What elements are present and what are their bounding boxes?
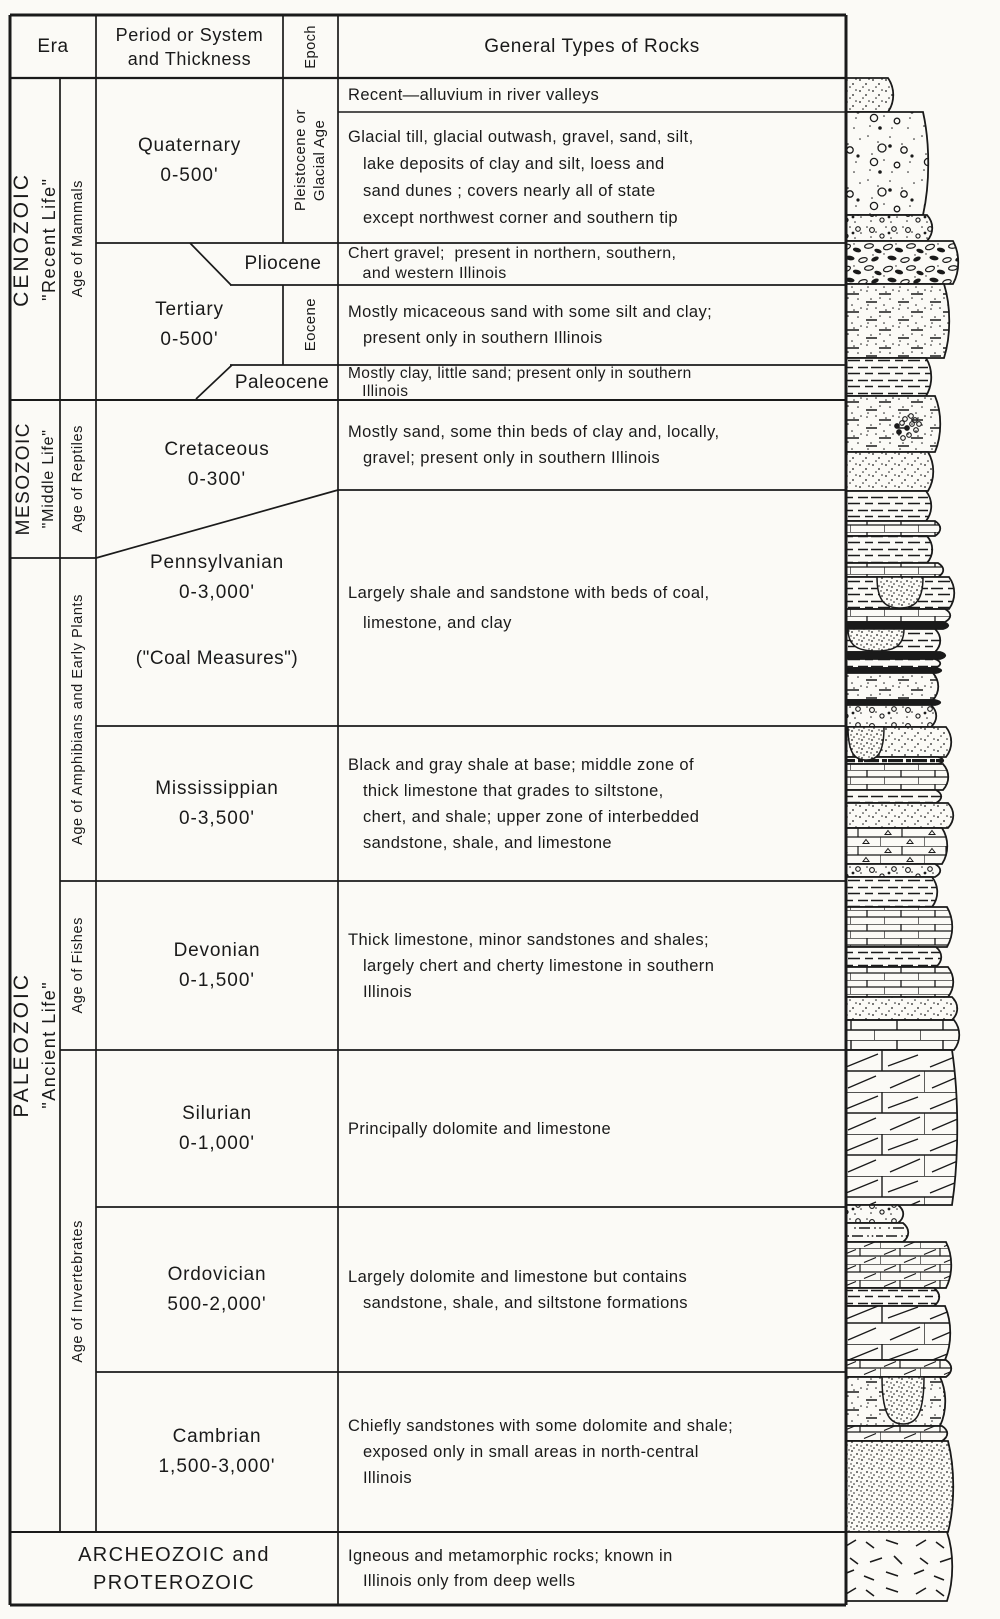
column-header-era: Era	[37, 35, 69, 57]
litho-sandstone-channel	[847, 726, 885, 761]
grid-line-diagonal	[195, 364, 233, 400]
litho-band-limestone	[845, 966, 955, 998]
period-cambrian: Cambrian 1,500-3,000'	[158, 1426, 276, 1477]
rocks-recent: Recent—alluvium in river valleys	[348, 86, 600, 104]
period-pennsylvanian: Pennsylvanian 0-3,000' ("Coal Measures")	[135, 551, 299, 669]
litho-band-shale	[845, 789, 943, 804]
rocks-cretaceous: Mostly sand, some thin beds of clay and,…	[348, 423, 720, 467]
litho-band-cambrian-sandstone	[845, 1440, 955, 1533]
epoch-paleocene: Paleocene	[234, 371, 330, 393]
column-header-epoch: Epoch	[302, 24, 319, 69]
litho-band-dolomite-thin	[845, 1425, 949, 1442]
litho-band-chert-gravel	[845, 240, 960, 285]
lithologic-column	[845, 77, 961, 1602]
period-silurian: Silurian 0-1,000'	[178, 1102, 256, 1154]
rocks-paleocene: Mostly clay, little sand; present only i…	[348, 365, 692, 400]
litho-band-micaceous-sand	[845, 283, 951, 359]
litho-band-sandy-chert-zone	[845, 863, 942, 878]
litho-band-cherty-limestone	[845, 827, 949, 865]
litho-band-sandstone	[845, 996, 959, 1021]
litho-band-siltstone	[845, 1222, 910, 1243]
grid-line-diagonal	[95, 489, 339, 559]
litho-band-silurian-dolomite	[845, 1049, 959, 1206]
column-header-period: Period or System and Thickness	[115, 24, 264, 69]
litho-sandstone-channel	[847, 628, 905, 652]
litho-band-coal	[845, 651, 947, 660]
litho-band-limestone	[845, 562, 945, 578]
period-ordovician: Ordovician 500-2,000'	[167, 1263, 267, 1315]
table-grid-lines	[8, 13, 848, 1607]
litho-band-thick-limestone	[845, 1019, 961, 1051]
litho-band-shale	[845, 1287, 941, 1307]
age-of-invertebrates: Age of Invertebrates	[70, 1219, 86, 1363]
litho-band-glacial-till	[845, 111, 930, 216]
rocks-devonian: Thick limestone, minor sandstones and sh…	[348, 930, 715, 1001]
litho-band-limestone	[845, 906, 954, 948]
epoch-pliocene: Pliocene	[244, 253, 322, 274]
litho-band-sandstone-shale	[845, 672, 940, 701]
litho-band-coal	[845, 699, 942, 706]
rocks-basement: Igneous and metamorphic rocks; known in …	[348, 1546, 673, 1590]
litho-band-dolomite-thin	[845, 1359, 953, 1378]
litho-band-sandstone	[845, 802, 955, 829]
litho-band-clay	[845, 357, 933, 397]
litho-band-gray-shale	[845, 876, 939, 908]
rocks-ordovician: Largely dolomite and limestone but conta…	[348, 1267, 688, 1312]
rocks-pennsylvanian: Largely shale and sandstone with beds of…	[348, 584, 710, 632]
era-paleozoic: PALEOZOIC "Ancient Life"	[10, 972, 59, 1118]
grid-line-diagonal	[189, 242, 232, 286]
age-of-reptiles: Age of Reptiles	[70, 425, 86, 533]
rocks-glacial: Glacial till, glacial outwash, gravel, s…	[348, 127, 694, 227]
litho-band-limestone	[845, 520, 942, 537]
litho-sandstone-channel	[876, 576, 924, 609]
era-mesozoic: MESOZOIC "Middle Life"	[12, 422, 57, 536]
era-cenozoic: CENOZOIC "Recent Life"	[10, 171, 59, 307]
period-tertiary: Tertiary 0-500'	[155, 299, 224, 350]
litho-band-cretaceous-sand	[845, 451, 935, 492]
litho-band-igneous-metamorphic-basement	[845, 1531, 954, 1602]
period-devonian: Devonian 0-1,500'	[173, 939, 261, 991]
rocks-pliocene: Chert gravel; present in northern, south…	[348, 245, 677, 282]
epoch-pleistocene: Pleistocene or Glacial Age	[291, 109, 328, 212]
litho-pebble-cluster	[894, 413, 922, 441]
litho-band-cretaceous-sand-gravel	[845, 395, 942, 453]
litho-band-dolomite	[845, 1305, 952, 1361]
litho-band-dolomite	[845, 1241, 953, 1289]
epoch-eocene: Eocene	[302, 298, 319, 352]
era-archeozoic-proterozoic: ARCHEOZOIC and PROTEROZOIC	[78, 1543, 270, 1594]
litho-band-shale	[845, 946, 943, 968]
age-of-mammals: Age of Mammals	[70, 180, 86, 298]
rocks-silurian: Principally dolomite and limestone	[348, 1119, 612, 1138]
rocks-mississippian: Black and gray shale at base; middle zon…	[348, 755, 700, 852]
litho-band-limestone	[845, 763, 950, 791]
litho-band-coal	[845, 667, 943, 674]
litho-band-shale	[845, 535, 934, 564]
litho-band-shale	[845, 658, 942, 669]
litho-band-alluvium	[845, 77, 895, 113]
period-mississippian: Mississippian 0-3,500'	[155, 777, 279, 829]
column-header-rocks: General Types of Rocks	[484, 35, 700, 57]
litho-sandstone-channel	[881, 1376, 925, 1425]
period-quaternary: Quaternary 0-500'	[137, 134, 242, 186]
litho-band-pebbly-sandstone	[845, 704, 938, 728]
litho-band-limestone	[845, 608, 952, 623]
rocks-eocene: Mostly micaceous sand with some silt and…	[348, 303, 713, 347]
litho-band-coal	[845, 621, 950, 630]
litho-band-shale	[845, 490, 933, 522]
litho-band-outwash-sand-gravel	[845, 214, 934, 242]
litho-band-sandy-zone	[845, 1204, 905, 1224]
rocks-cambrian: Chiefly sandstones with some dolomite an…	[348, 1417, 734, 1487]
period-cretaceous: Cretaceous 0-300'	[164, 439, 270, 490]
age-of-fishes: Age of Fishes	[70, 917, 86, 1014]
age-of-amphibians-and-early-plants: Age of Amphibians and Early Plants	[70, 594, 86, 845]
